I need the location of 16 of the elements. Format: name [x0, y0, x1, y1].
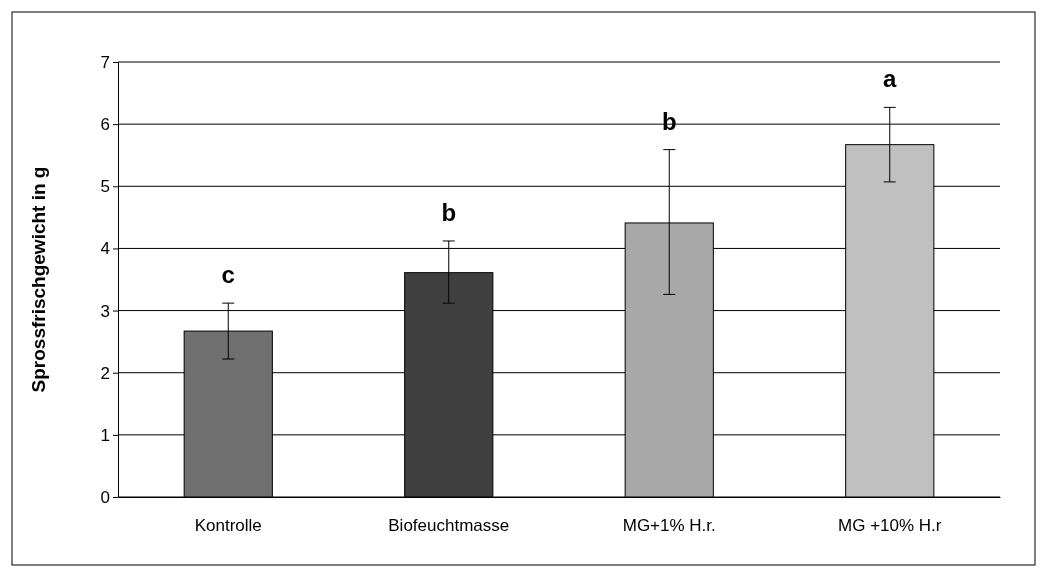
- y-tick-label: 2: [100, 363, 110, 383]
- annotation: a: [883, 65, 898, 93]
- y-tick-label: 6: [100, 115, 110, 135]
- y-tick-label: 7: [100, 52, 110, 72]
- y-tick-label: 1: [100, 425, 110, 445]
- annotation: c: [221, 261, 235, 289]
- y-tick-label: 5: [100, 177, 110, 197]
- x-tick-label: Kontrolle: [194, 515, 262, 535]
- y-tick-label: 0: [100, 487, 110, 507]
- y-axis-title: Sprossfrischgewicht in g: [28, 166, 49, 393]
- x-tick-label: MG+1% H.r.: [622, 515, 716, 535]
- annotation: b: [441, 198, 457, 226]
- x-tick-label: Biofeuchtmasse: [388, 515, 510, 535]
- y-tick-label: 3: [100, 301, 110, 321]
- x-tick-label: MG +10% H.r: [838, 515, 942, 535]
- y-tick-label: 4: [100, 239, 110, 259]
